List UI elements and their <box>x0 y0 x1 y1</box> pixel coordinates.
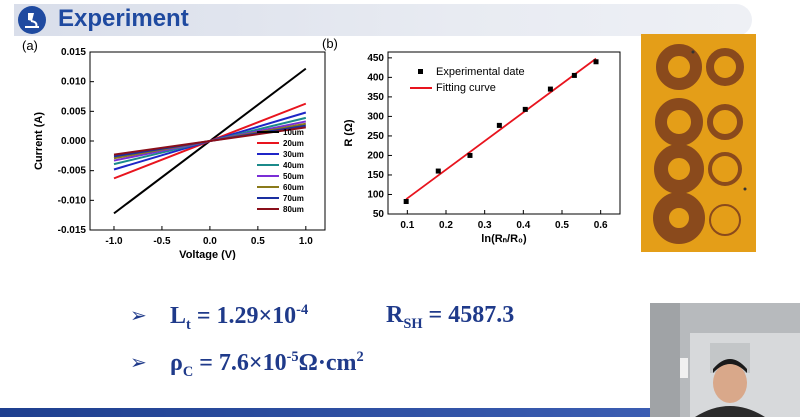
iv-curve-chart: -1.0 -0.5 0.0 0.5 1.0 -0.015 -0.010 -0.005 0.000… <box>33 47 326 260</box>
y-tick-label: -0.015 <box>58 225 87 236</box>
y-tick-label: 0.000 <box>61 136 86 147</box>
data-point <box>496 122 502 128</box>
y-axis-label: R (Ω) <box>343 119 355 146</box>
formula-rsh: RSH = 4587.3 <box>386 302 515 332</box>
formula-lt: Lt = 1.29×10-4 <box>170 302 309 333</box>
data-point <box>593 59 599 65</box>
x-tick-label: 0.1 <box>400 220 414 231</box>
tlm-pattern-photo <box>641 34 756 252</box>
panel-b-label: (b) <box>322 36 338 51</box>
legend-marker <box>418 69 423 74</box>
plot-frame <box>387 51 621 215</box>
y-tick-label: 450 <box>367 53 384 64</box>
bullet-arrow-icon: ➢ <box>130 350 147 374</box>
formula-rho-c: ρC = 7.6×10-5Ω·cm2 <box>170 349 364 380</box>
x-tick-label: 1.0 <box>299 236 313 247</box>
data-point <box>571 72 577 78</box>
data-point <box>435 168 441 174</box>
legend-label: 50um <box>283 172 304 181</box>
y-tick-label: 0.010 <box>61 77 86 88</box>
legend-label: 30um <box>283 150 304 159</box>
legend-label: 20um <box>283 139 304 148</box>
data-point <box>547 86 553 92</box>
x-tick-label: 0.5 <box>251 236 265 247</box>
x-tick-label: 0.0 <box>203 236 217 247</box>
microscope-logo-icon <box>18 6 46 34</box>
webcam-video <box>650 303 800 417</box>
data-point <box>522 106 528 112</box>
panel-a-label: (a) <box>22 38 38 53</box>
x-tick-label: -1.0 <box>105 236 123 247</box>
x-tick-label: 0.2 <box>439 220 453 231</box>
resistance-fit-chart: 0.1 0.2 0.3 0.4 0.5 0.6 50 100 150 200 250 300 350 40… <box>343 51 621 245</box>
y-tick-label: -0.005 <box>58 166 87 177</box>
y-tick-label: 400 <box>367 72 384 83</box>
fitting-curve-line <box>405 57 597 200</box>
legend-label: 70um <box>283 194 304 203</box>
y-tick-label: 200 <box>367 150 384 161</box>
bullet-arrow-icon: ➢ <box>130 303 147 327</box>
data-point <box>403 199 409 205</box>
legend-label: 40um <box>283 161 304 170</box>
legend-label: 10um <box>283 128 304 137</box>
y-tick-label: 50 <box>373 209 385 220</box>
y-tick-label: 150 <box>367 170 384 181</box>
x-tick-label: 0.5 <box>555 220 569 231</box>
y-tick-label: -0.010 <box>58 195 87 206</box>
x-tick-label: -0.5 <box>153 236 171 247</box>
legend-label: 80um <box>283 205 304 214</box>
x-tick-label: 0.4 <box>516 220 530 231</box>
y-axis-label: Current (A) <box>33 112 45 170</box>
y-tick-label: 0.005 <box>61 106 86 117</box>
y-tick-label: 300 <box>367 111 384 122</box>
legend-label: 60um <box>283 183 304 192</box>
slide-title: Experiment <box>58 5 189 32</box>
x-tick-label: 0.3 <box>478 220 492 231</box>
y-tick-label: 0.015 <box>61 47 86 58</box>
x-axis-label: ln(Rₙ/R₀) <box>481 233 527 245</box>
footer-bar <box>0 408 650 417</box>
data-point <box>467 152 473 158</box>
y-tick-label: 100 <box>367 189 384 200</box>
title-bar <box>14 4 752 36</box>
legend-label: Experimental date <box>436 66 525 78</box>
y-tick-label: 250 <box>367 131 384 142</box>
legend-label: Fitting curve <box>436 82 496 94</box>
y-tick-label: 350 <box>367 92 384 103</box>
x-axis-label: Voltage (V) <box>179 249 236 260</box>
x-tick-label: 0.6 <box>594 220 608 231</box>
